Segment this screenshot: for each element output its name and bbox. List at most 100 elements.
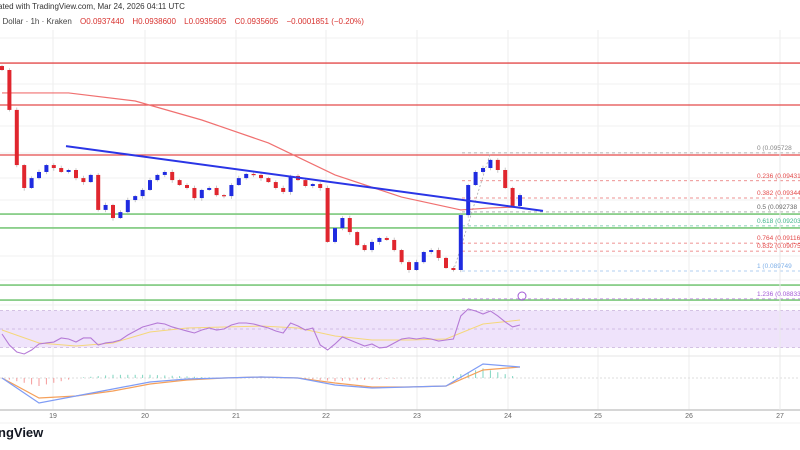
candle [170,171,175,181]
high-value: H0.0938600 [132,17,176,26]
candle [155,174,160,181]
candle [177,180,182,186]
trendline [65,145,544,212]
candle [59,168,64,172]
fib-label: 0 (0.095728 [757,144,792,152]
candle [7,69,12,110]
candle [222,195,226,197]
candle [318,184,323,188]
fib-label: 1 (0.089749 [757,263,792,270]
candle [451,268,456,270]
candle [185,185,189,188]
candle [0,66,4,70]
candle [458,215,463,270]
fib-label: 0.832 (0.090753 [757,243,800,251]
time-tick-label: 27 [776,413,784,420]
candle [392,239,397,251]
candle [244,173,249,179]
candle [125,200,130,213]
candle [355,232,360,246]
candle [140,189,145,197]
candle [436,250,441,258]
candle [22,165,27,188]
time-tick-label: 22 [322,413,330,420]
candle [29,178,34,188]
candle [325,187,330,242]
published-text: ated with TradingView.com, Mar 24, 2026 … [0,2,185,11]
time-tick-label: 21 [232,413,240,420]
change-value: −0.0001851 (−0.20%) [286,17,364,26]
candle [37,171,41,179]
candle [44,165,49,172]
candle [303,180,308,187]
candle [399,250,404,263]
candle [88,174,93,183]
candle [81,178,86,183]
rsi-line [1,308,521,355]
candle [51,165,56,169]
candle [259,174,263,179]
fib-label: 1.236 (0.088338 [757,290,800,298]
macd-signal-line [1,366,521,399]
fib-label: 0.764 (0.091160 [757,235,800,243]
candle [281,187,286,192]
candle [362,245,367,251]
candle [518,195,522,206]
fib-label: 0.382 (0.093444 [757,189,800,197]
macd-line [1,363,521,404]
candle [103,204,108,210]
candle [236,178,241,186]
symbol-legend: . Dollar · 1h · Kraken O0.0937440 H0.093… [0,17,364,26]
candle [199,189,204,199]
alert-marker-icon [517,291,527,301]
candle [148,180,152,190]
candle [510,187,515,206]
candle [503,169,508,188]
candle [370,241,374,251]
candle [96,174,101,210]
fib-label: 0.618 (0.092033 [757,217,800,225]
time-tick-label: 19 [49,413,57,420]
time-tick-label: 24 [504,413,512,420]
candle [384,237,389,240]
candle [251,173,256,176]
time-tick-label: 20 [141,413,149,420]
candle [444,257,448,269]
candle [162,171,167,175]
candle [266,178,271,183]
published-caption: ated with TradingView.com, Mar 24, 2026 … [0,2,185,11]
candle [488,159,493,169]
close-value: C0.0935605 [234,17,279,26]
candle [111,204,115,219]
low-value: L0.0935605 [184,17,227,26]
moving-average-line [2,92,521,211]
candle [310,184,315,187]
tradingview-logo: ngView [0,425,44,440]
candle [340,218,345,229]
candle [473,171,478,186]
candle [407,262,411,270]
candle [66,169,71,172]
candle [229,185,234,197]
candle [74,169,78,179]
candle [14,109,19,166]
candle [495,159,500,170]
candle [481,168,485,172]
open-value: O0.0937440 [80,17,125,26]
candle [414,262,419,270]
time-tick-label: 25 [594,413,602,420]
candle [377,237,382,242]
time-tick-label: 26 [685,413,693,420]
fib-label: 0.5 (0.092738 [757,203,798,211]
symbol-title[interactable]: . Dollar · 1h · Kraken [0,17,72,26]
candle [333,228,337,242]
candle [421,252,426,263]
candle [347,218,352,233]
candle [192,187,197,199]
fib-label: 0.236 (0.094317 [757,172,800,180]
candle [118,212,123,219]
candle [429,250,434,253]
candle [207,187,212,190]
candle [288,175,293,192]
